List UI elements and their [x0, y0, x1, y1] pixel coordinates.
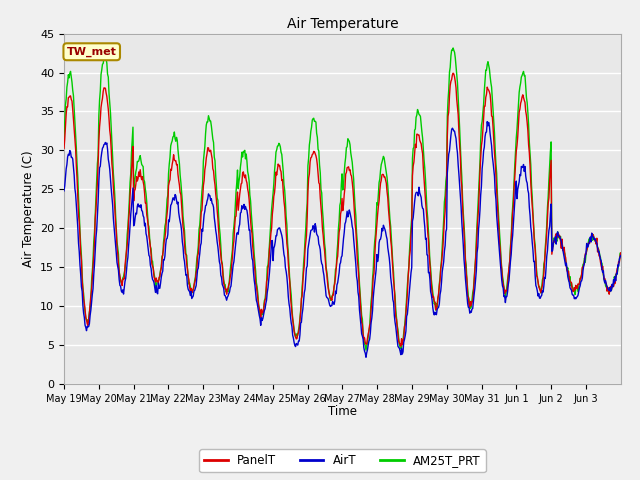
- Y-axis label: Air Temperature (C): Air Temperature (C): [22, 151, 35, 267]
- X-axis label: Time: Time: [328, 405, 357, 418]
- Text: TW_met: TW_met: [67, 47, 116, 57]
- Title: Air Temperature: Air Temperature: [287, 17, 398, 31]
- Legend: PanelT, AirT, AM25T_PRT: PanelT, AirT, AM25T_PRT: [199, 449, 486, 472]
